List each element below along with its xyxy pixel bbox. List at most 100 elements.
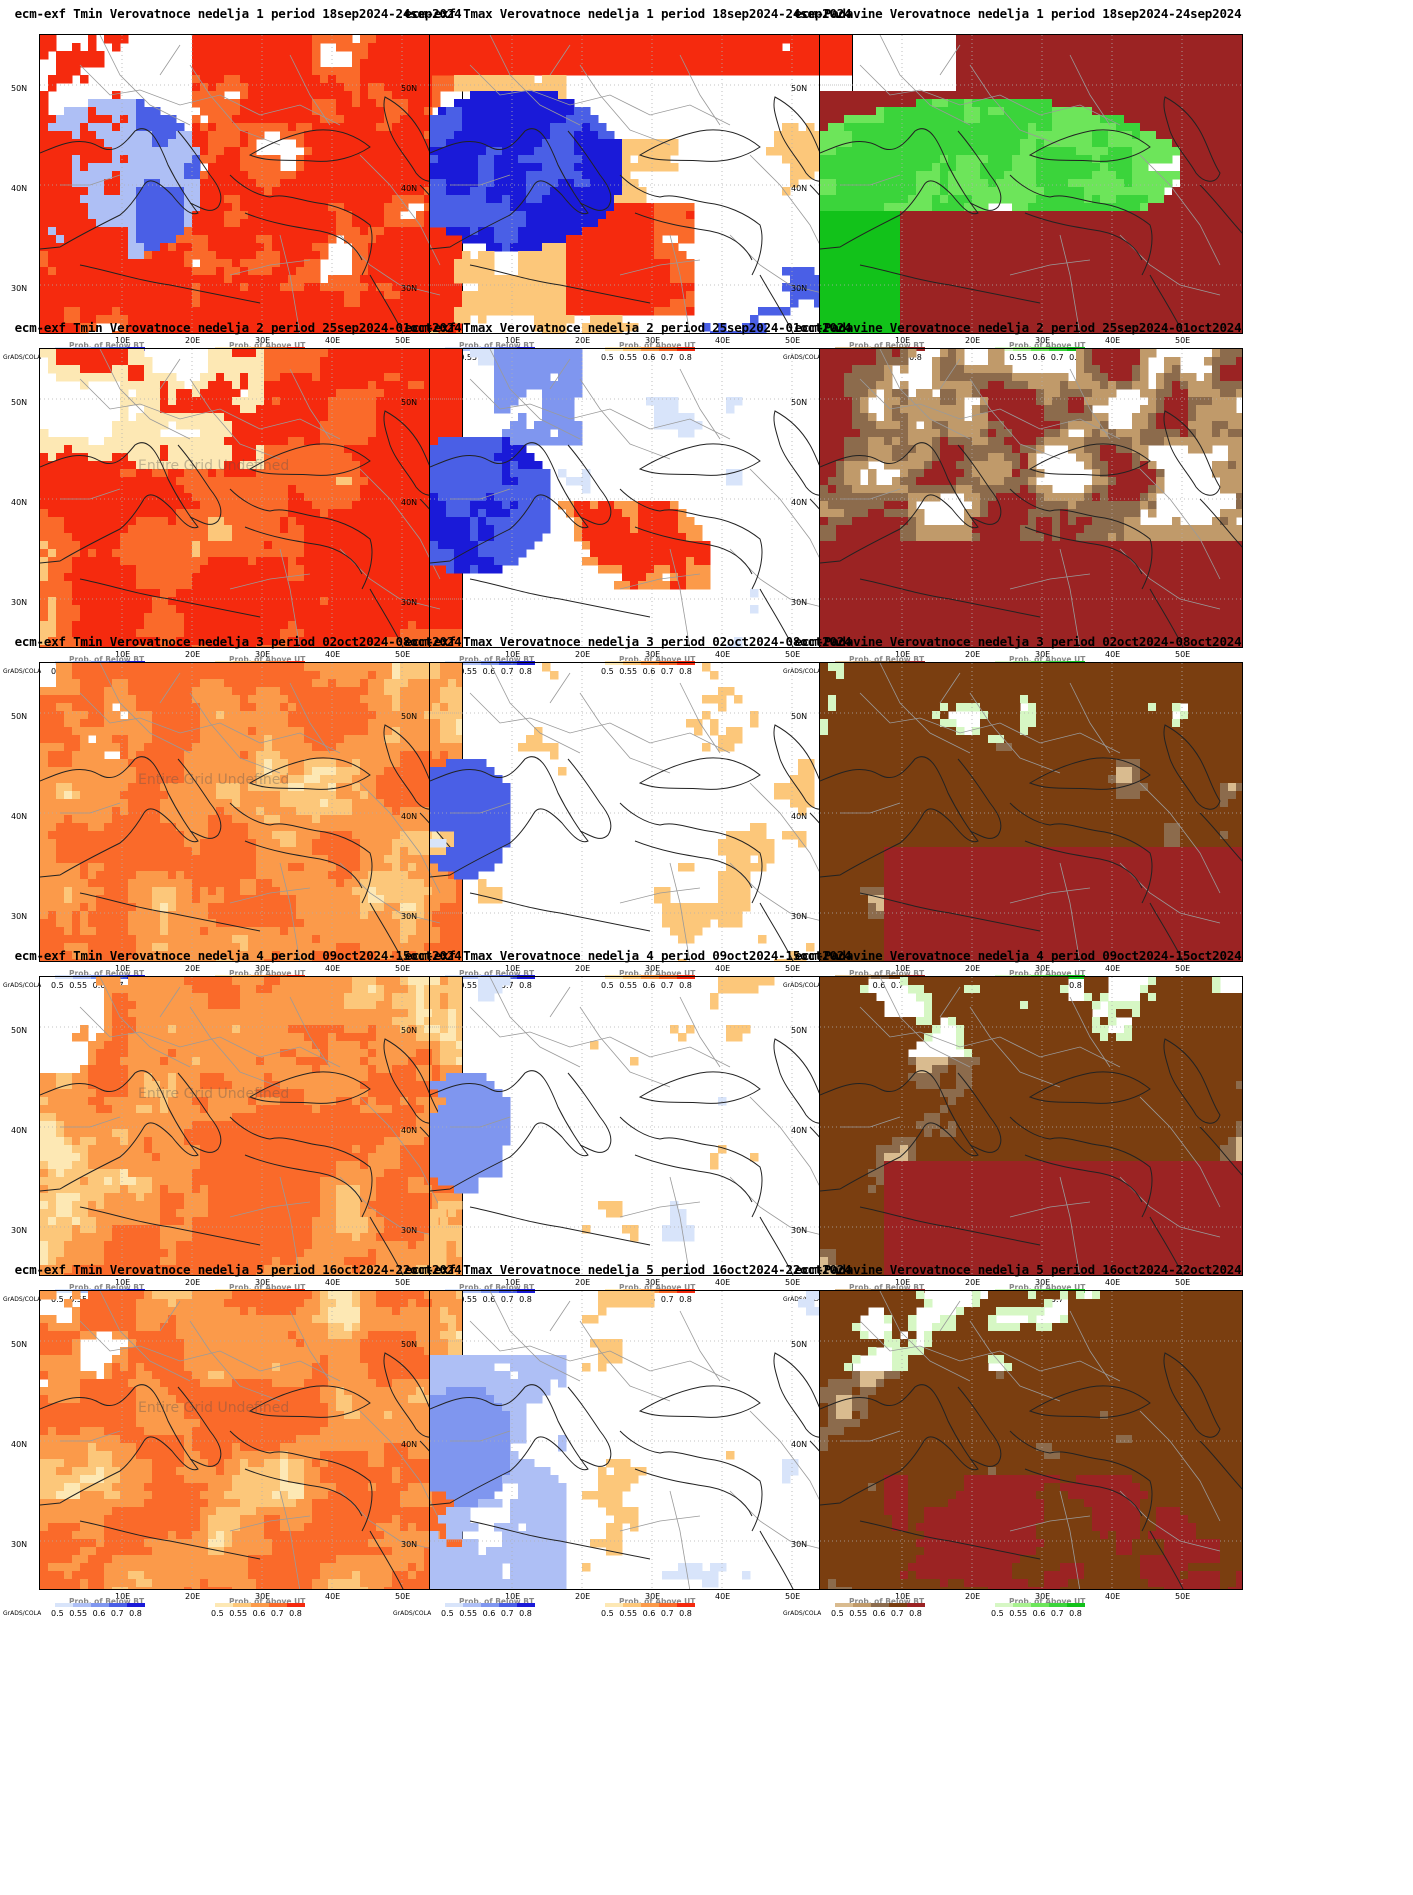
legend-ticks-above: 0.5 0.55 0.6 0.7 0.8 xyxy=(601,667,692,676)
legend-swatch xyxy=(109,1603,127,1607)
legend-swatch xyxy=(659,347,677,351)
lon-label: 10E xyxy=(895,1592,910,1601)
legend-swatch xyxy=(1049,347,1067,351)
lon-label: 10E xyxy=(505,1278,520,1287)
lon-label: 40E xyxy=(1105,1278,1120,1287)
lon-label: 20E xyxy=(575,964,590,973)
legend-swatch xyxy=(55,975,73,979)
probability-map xyxy=(39,34,463,334)
lat-label: 30N xyxy=(401,284,417,293)
legend-swatch xyxy=(517,975,535,979)
lon-label: 40E xyxy=(325,1278,340,1287)
legend-swatch xyxy=(1031,347,1049,351)
legend-swatch xyxy=(1013,1603,1031,1607)
legend-swatch xyxy=(445,1603,463,1607)
map-raster xyxy=(430,663,852,961)
legend-swatch xyxy=(73,1603,91,1607)
legend-title-above: Prob. of Above UT xyxy=(1009,969,1085,978)
lat-label: 50N xyxy=(401,1340,417,1349)
grads-credit: GrADS/COLA xyxy=(3,1296,41,1303)
map-raster xyxy=(820,663,1242,961)
lat-label: 50N xyxy=(401,84,417,93)
lon-label: 20E xyxy=(185,1278,200,1287)
lat-label: 30N xyxy=(11,1540,27,1549)
legend-title-above: Prob. of Above UT xyxy=(1009,1597,1085,1606)
map-raster xyxy=(430,977,852,1275)
lat-label: 30N xyxy=(791,598,807,607)
lon-label: 50E xyxy=(395,964,410,973)
lon-label: 30E xyxy=(255,650,270,659)
legend-swatch xyxy=(605,975,623,979)
lat-label: 30N xyxy=(11,1226,27,1235)
undefined-grid-watermark: Entire Grid Undefined xyxy=(138,772,289,788)
legend-title-below: Prob. of Below BT xyxy=(849,655,924,664)
probability-map xyxy=(819,34,1243,334)
lon-label: 20E xyxy=(185,1592,200,1601)
probability-map xyxy=(819,976,1243,1276)
lon-label: 30E xyxy=(1035,336,1050,345)
grads-credit: GrADS/COLA xyxy=(3,668,41,675)
legend-title-above: Prob. of Above UT xyxy=(229,1597,305,1606)
legend-swatch xyxy=(481,1603,499,1607)
lat-label: 50N xyxy=(401,398,417,407)
legend-ticks-above: 0.5 0.55 0.6 0.7 0.8 xyxy=(601,1609,692,1618)
legend-title-below: Prob. of Below BT xyxy=(69,1283,144,1292)
lon-label: 10E xyxy=(895,650,910,659)
legend-title-below: Prob. of Below BT xyxy=(849,341,924,350)
legend-swatch xyxy=(55,1603,73,1607)
lon-label: 50E xyxy=(785,1278,800,1287)
legend-swatch xyxy=(215,1603,233,1607)
legend-swatch xyxy=(269,1603,287,1607)
lon-label: 30E xyxy=(645,964,660,973)
legend-title-below: Prob. of Below BT xyxy=(69,341,144,350)
legend-title-above: Prob. of Above UT xyxy=(1009,655,1085,664)
lon-label: 10E xyxy=(115,964,130,973)
lon-label: 10E xyxy=(115,1592,130,1601)
lon-label: 10E xyxy=(895,1278,910,1287)
lat-label: 30N xyxy=(791,1540,807,1549)
legend-swatch xyxy=(641,975,659,979)
lat-label: 50N xyxy=(791,712,807,721)
panel-title: ecm-exf Tmin Verovatnoce nedelja 3 perio… xyxy=(3,634,473,649)
legend-ticks-below: 0.5 0.55 0.6 0.7 0.8 xyxy=(441,667,532,676)
lon-label: 30E xyxy=(645,1592,660,1601)
lat-label: 50N xyxy=(791,1026,807,1035)
legend-ticks-above: 0.5 0.55 0.6 0.7 0.8 xyxy=(991,1609,1082,1618)
lon-label: 40E xyxy=(1105,964,1120,973)
lon-label: 40E xyxy=(1105,336,1120,345)
panel-title: ecm-Padavine Verovatnoce nedelja 5 perio… xyxy=(783,1262,1253,1277)
legend-title-below: Prob. of Below BT xyxy=(849,969,924,978)
panel-title: ecm-exf Tmin Verovatnoce nedelja 1 perio… xyxy=(3,6,473,21)
probability-map xyxy=(429,34,853,334)
probability-map xyxy=(819,662,1243,962)
legend-ticks-below: 0.5 0.55 0.6 0.7 0.8 xyxy=(441,1295,532,1304)
map-raster xyxy=(820,1291,1242,1589)
legend-swatch xyxy=(641,347,659,351)
lat-label: 30N xyxy=(401,912,417,921)
lat-label: 50N xyxy=(401,712,417,721)
lat-label: 40N xyxy=(11,1440,27,1449)
legend-swatch xyxy=(623,1603,641,1607)
map-raster xyxy=(820,349,1242,647)
lon-label: 40E xyxy=(325,964,340,973)
legend-title-above: Prob. of Above UT xyxy=(619,969,695,978)
legend-title-below: Prob. of Below BT xyxy=(69,655,144,664)
map-raster xyxy=(430,35,852,333)
probability-map xyxy=(819,348,1243,648)
legend-swatch xyxy=(91,1603,109,1607)
legend-swatch xyxy=(517,661,535,665)
panel-title: ecm-exf Tmax Verovatnoce nedelja 3 perio… xyxy=(393,634,863,649)
legend-swatch xyxy=(659,975,677,979)
lon-label: 50E xyxy=(1175,1278,1190,1287)
legend-swatch xyxy=(889,1603,907,1607)
lon-label: 10E xyxy=(115,1278,130,1287)
map-panel-tmin-week2: ecm-exf Tmin Verovatnoce nedelja 2 perio… xyxy=(3,320,473,698)
legend-swatch xyxy=(677,1603,695,1607)
lon-label: 20E xyxy=(575,1278,590,1287)
lat-label: 40N xyxy=(401,498,417,507)
lon-label: 10E xyxy=(115,336,130,345)
lon-label: 20E xyxy=(965,964,980,973)
legend-title-below: Prob. of Below BT xyxy=(459,655,534,664)
legend-swatch xyxy=(677,975,695,979)
legend-swatch xyxy=(127,1603,145,1607)
